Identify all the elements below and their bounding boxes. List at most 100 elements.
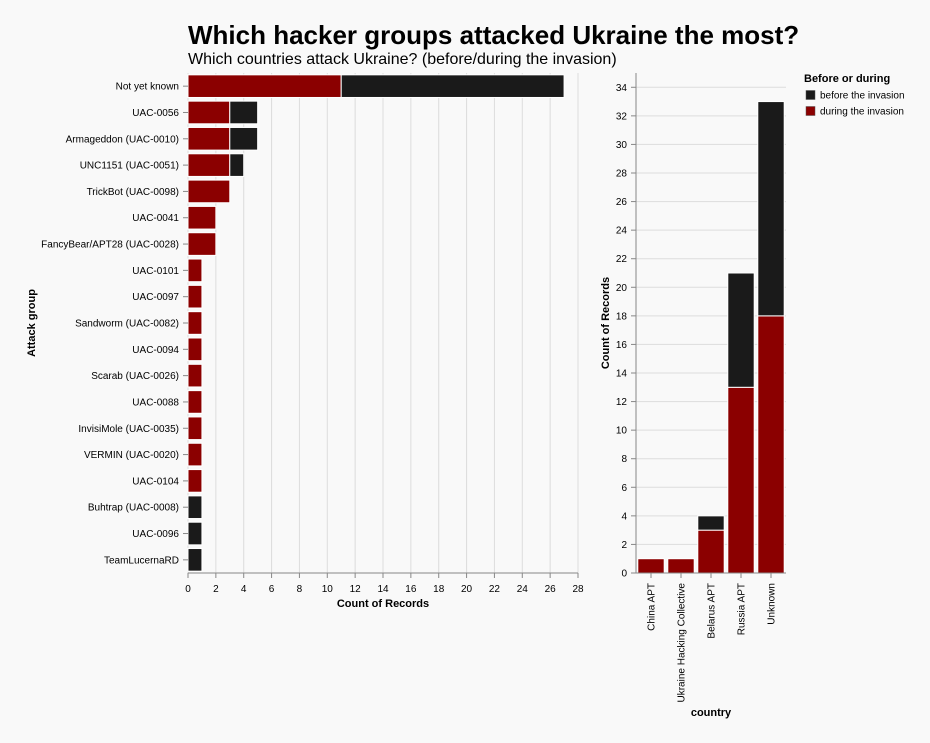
- left-y-tick-label: UAC-0041: [132, 213, 179, 224]
- left-x-tick-label: 18: [433, 584, 445, 595]
- left-y-axis-title: Attack group: [26, 289, 38, 357]
- right-x-axis: China APT Ukraine Hacking Collective Belar…: [636, 572, 786, 703]
- legend-label: before the invasion: [820, 91, 905, 102]
- right-y-tick-label: 24: [616, 226, 628, 237]
- legend-swatch: [805, 90, 816, 100]
- right-y-tick-label: 32: [616, 111, 628, 122]
- right-y-tick-label: 16: [616, 340, 628, 351]
- bar-segment: [727, 386, 755, 574]
- bar-segment: [667, 558, 695, 574]
- bar-segment: [187, 416, 203, 441]
- left-x-tick-label: 24: [517, 584, 529, 595]
- left-y-tick-label: Armageddon (UAC-0010): [66, 134, 179, 145]
- bar-segment: [757, 101, 785, 317]
- right-x-tick-label: Belarus APT: [707, 583, 718, 639]
- bar-segment: [229, 100, 259, 125]
- legend-title: Before or during: [804, 73, 890, 85]
- bar-segment: [229, 153, 245, 177]
- bar-segment: [637, 558, 665, 574]
- left-x-axis-title: Count of Records: [337, 598, 429, 610]
- right-y-tick-label: 30: [616, 140, 628, 151]
- bar-segment: [187, 311, 203, 335]
- chart-title: Which hacker groups attacked Ukraine the…: [188, 20, 800, 50]
- bar-segment: [187, 337, 203, 362]
- right-y-tick-label: 10: [616, 426, 628, 437]
- bar-segment: [187, 363, 203, 388]
- left-bars: [187, 74, 565, 572]
- bar-segment: [187, 258, 203, 283]
- right-y-tick-label: 4: [621, 511, 627, 522]
- right-y-tick-label: 34: [616, 83, 628, 94]
- legend-swatch: [805, 106, 816, 116]
- right-y-tick-label: 26: [616, 197, 628, 208]
- right-y-tick-label: 28: [616, 169, 628, 180]
- left-y-tick-label: UNC1151 (UAC-0051): [80, 161, 179, 172]
- left-x-tick-label: 20: [461, 584, 473, 595]
- bar-segment: [697, 515, 725, 531]
- left-y-tick-label: Scarab (UAC-0026): [91, 371, 179, 382]
- left-y-tick-label: Buhtrap (UAC-0008): [88, 503, 179, 514]
- left-y-tick-label: UAC-0088: [132, 397, 179, 408]
- bar-segment: [340, 74, 565, 98]
- right-y-tick-label: 14: [616, 369, 628, 380]
- bar-segment: [187, 390, 203, 414]
- right-bars: [637, 101, 785, 574]
- bar-segment: [187, 126, 231, 151]
- left-y-tick-label: Sandworm (UAC-0082): [75, 319, 179, 330]
- chart-subtitle: Which countries attack Ukraine? (before/…: [188, 51, 617, 68]
- right-y-tick-label: 18: [616, 311, 628, 322]
- right-y-tick-label: 8: [621, 454, 627, 465]
- left-y-tick-label: UAC-0096: [132, 529, 179, 540]
- bar-segment: [187, 232, 217, 256]
- left-x-tick-label: 28: [572, 584, 584, 595]
- bar-segment: [187, 179, 231, 204]
- right-x-tick-label: Unknown: [767, 583, 778, 625]
- bar-segment: [187, 284, 203, 309]
- left-y-tick-label: InvisiMole (UAC-0035): [78, 424, 179, 435]
- left-y-tick-label: VERMIN (UAC-0020): [84, 450, 179, 461]
- right-y-tick-label: 6: [621, 483, 627, 494]
- left-x-tick-label: 22: [489, 584, 501, 595]
- bar-segment: [187, 521, 203, 546]
- attack-group-bar-chart: Not yet known UAC-0056 Armageddon (UAC-001…: [26, 73, 584, 610]
- bar-segment: [757, 315, 785, 574]
- right-y-axis-title: Count of Records: [600, 277, 612, 369]
- left-x-tick-label: 8: [297, 584, 303, 595]
- left-x-tick-label: 16: [405, 584, 417, 595]
- bar-segment: [187, 205, 217, 230]
- bar-segment: [187, 469, 203, 493]
- left-y-tick-label: UAC-0094: [132, 345, 179, 356]
- bar-segment: [187, 442, 203, 467]
- right-y-tick-label: 2: [621, 540, 627, 551]
- bar-segment: [187, 153, 231, 177]
- right-y-tick-label: 22: [616, 254, 628, 265]
- left-x-tick-label: 12: [350, 584, 362, 595]
- legend-items: before the invasion during the invasion: [805, 90, 905, 118]
- left-y-tick-label: UAC-0101: [132, 266, 179, 277]
- bar-segment: [229, 126, 259, 151]
- left-x-tick-label: 6: [269, 584, 275, 595]
- right-y-tick-label: 20: [616, 283, 628, 294]
- left-y-tick-label: FancyBear/APT28 (UAC-0028): [41, 240, 179, 251]
- bar-segment: [187, 495, 203, 520]
- left-x-tick-label: 4: [241, 584, 247, 595]
- right-y-tick-label: 0: [621, 569, 627, 580]
- right-y-tick-label: 12: [616, 397, 628, 408]
- bar-segment: [187, 548, 203, 572]
- right-x-axis-title: country: [691, 707, 732, 719]
- left-x-tick-label: 0: [185, 584, 191, 595]
- left-x-tick-label: 10: [322, 584, 334, 595]
- left-y-tick-label: Not yet known: [116, 82, 179, 93]
- bar-segment: [187, 100, 231, 125]
- left-y-axis: Not yet known UAC-0056 Armageddon (UAC-001…: [41, 82, 188, 566]
- right-x-tick-label: Ukraine Hacking Collective: [677, 583, 688, 703]
- left-x-tick-label: 2: [213, 584, 219, 595]
- left-x-tick-label: 14: [377, 584, 389, 595]
- bar-segment: [187, 74, 342, 98]
- left-y-tick-label: UAC-0056: [132, 108, 179, 119]
- bar-segment: [727, 272, 755, 388]
- right-x-tick-label: Russia APT: [737, 583, 748, 635]
